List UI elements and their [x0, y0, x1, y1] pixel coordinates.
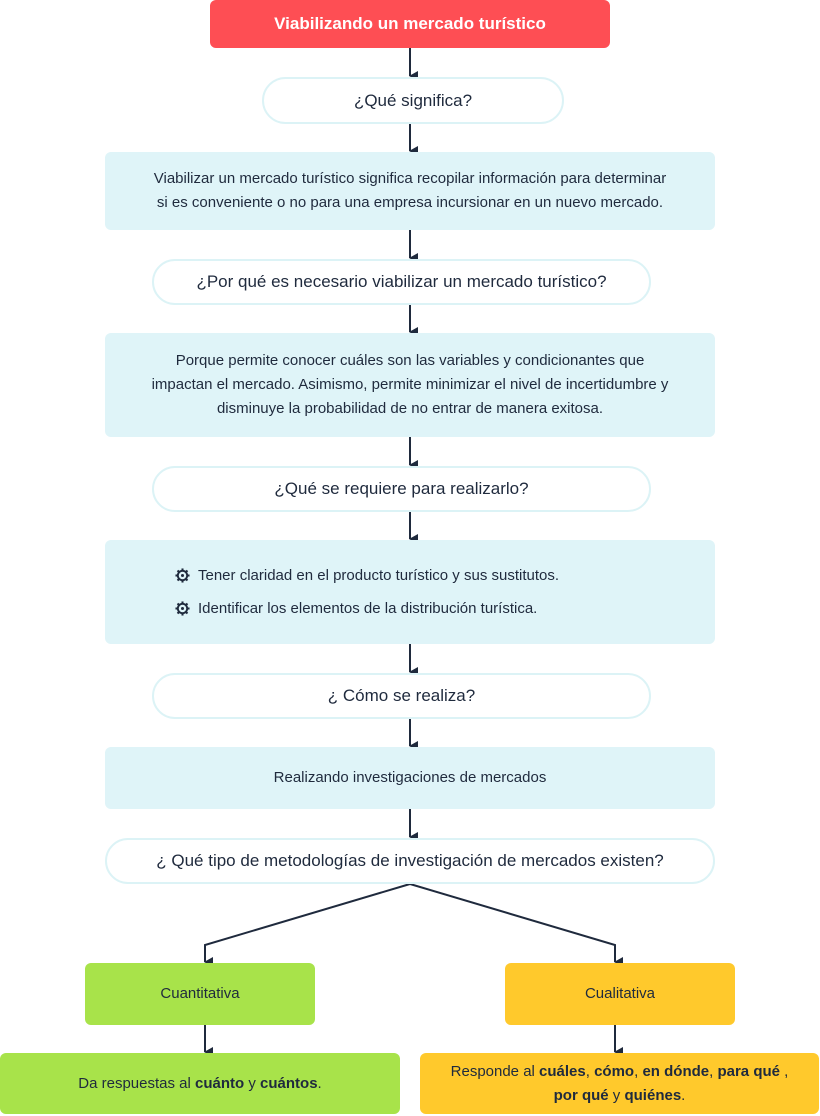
requirement-item: Identificar los elementos de la distribu… — [175, 592, 537, 625]
answer-why-line: Porque permite conocer cuáles son las va… — [175, 352, 645, 369]
desc-text: y — [244, 1074, 261, 1092]
branch-left — [204, 883, 411, 967]
answer-why-line: impactan el mercado. Asimismo, permite m… — [151, 376, 669, 393]
desc-text: , — [709, 1062, 718, 1080]
desc-text: , — [780, 1062, 789, 1080]
cualitativa-description: Responde al cuáles, cómo, en dónde, para… — [420, 1053, 819, 1114]
desc-bold: cuáles — [539, 1062, 586, 1080]
cuantitativa-box: Cuantitativa — [85, 963, 315, 1025]
answer-requirements: Tener claridad en el producto turístico … — [105, 540, 715, 644]
requirement-text: Identificar los elementos de la distribu… — [198, 599, 538, 617]
desc-bold: por qué — [553, 1086, 609, 1104]
branch-right — [409, 883, 623, 967]
desc-text: y — [608, 1086, 625, 1104]
requirement-text: Tener claridad en el producto turístico … — [198, 566, 560, 584]
cualitativa-desc-line: Responde al cuáles, cómo, en dónde, para… — [451, 1060, 789, 1084]
answer-meaning-line: Viabilizar un mercado turístico signific… — [153, 170, 667, 187]
answer-why: Porque permite conocer cuáles son las va… — [105, 333, 715, 437]
desc-bold: quiénes — [624, 1086, 682, 1104]
desc-bold: cuánto — [195, 1074, 245, 1092]
question-requirements: ¿Qué se requiere para realizarlo? — [152, 466, 651, 512]
answer-meaning-line: si es conveniente o no para una empresa … — [156, 194, 664, 211]
answer-why-line: disminuye la probabilidad de no entrar d… — [216, 400, 604, 417]
answer-meaning: Viabilizar un mercado turístico signific… — [105, 152, 715, 230]
desc-text: , — [585, 1062, 595, 1080]
desc-text: Responde al — [450, 1062, 540, 1080]
desc-text: . — [681, 1086, 686, 1104]
requirement-item: Tener claridad en el producto turístico … — [175, 559, 559, 592]
gear-icon — [175, 601, 190, 616]
desc-bold: en dónde — [642, 1062, 710, 1080]
cualitativa-box: Cualitativa — [505, 963, 735, 1025]
desc-bold: cuántos — [260, 1074, 318, 1092]
question-meaning: ¿Qué significa? — [262, 77, 564, 124]
cuantitativa-description: Da respuestas al cuánto y cuántos. — [0, 1053, 400, 1114]
desc-bold: para qué — [717, 1062, 780, 1080]
answer-how: Realizando investigaciones de mercados — [105, 747, 715, 809]
desc-bold: cómo — [594, 1062, 635, 1080]
gear-icon — [175, 568, 190, 583]
desc-text: , — [634, 1062, 643, 1080]
question-why: ¿Por qué es necesario viabilizar un merc… — [152, 259, 651, 305]
question-methodologies: ¿ Qué tipo de metodologías de investigac… — [105, 838, 715, 884]
cualitativa-desc-line: por qué y quiénes. — [554, 1084, 686, 1108]
desc-text: Da respuestas al — [78, 1074, 196, 1092]
desc-text: . — [317, 1074, 322, 1092]
diagram-title: Viabilizando un mercado turístico — [210, 0, 610, 48]
question-how: ¿ Cómo se realiza? — [152, 673, 651, 719]
